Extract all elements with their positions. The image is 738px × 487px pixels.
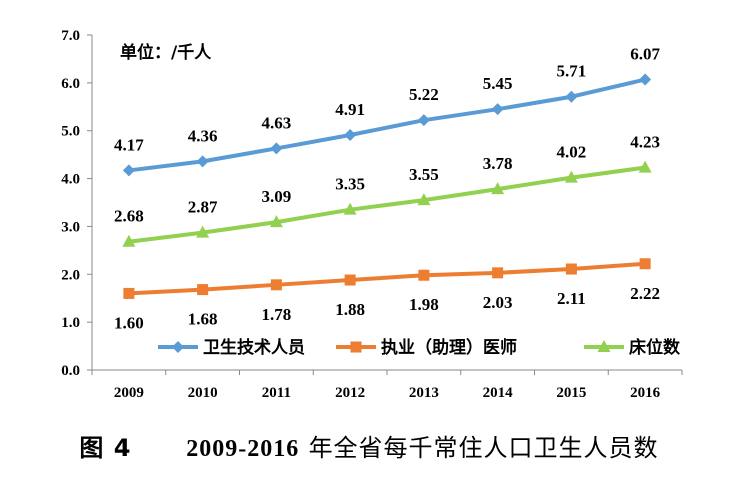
legend-item-0: 卫生技术人员: [158, 337, 305, 358]
x-tick-label: 2013: [409, 385, 439, 401]
data-point-marker: [639, 73, 652, 86]
x-tick-label: 2009: [114, 385, 144, 401]
series-line: [128, 77, 646, 173]
data-label: 2.68: [114, 207, 144, 226]
y-tick-label: 1.0: [61, 315, 80, 331]
series-1: 1.60 1.68 1.78 1.88 1.98 2.03 2.11 2.22: [114, 258, 660, 332]
y-axis-ticks: 0.0 1.0 2.0 3.0 4.0 5.0 6.0 7.0: [61, 28, 92, 379]
y-tick-label: 2.0: [61, 267, 80, 283]
data-label: 1.78: [262, 305, 292, 324]
series-line: [128, 165, 646, 244]
data-label: 2.22: [630, 284, 660, 303]
series-2: 2.68 2.87 3.09 3.35 3.55 3.78 4.02 4.23: [114, 133, 660, 247]
y-tick-label: 4.0: [61, 172, 80, 188]
unit-label: 单位：/千人: [120, 42, 212, 63]
y-tick-label: 3.0: [61, 219, 80, 235]
data-point-marker: [343, 202, 357, 215]
legend-swatch-marker: [597, 340, 611, 352]
y-tick-label: 0.0: [61, 363, 80, 379]
x-tick-label: 2011: [262, 385, 291, 401]
data-point-marker: [639, 258, 651, 270]
data-label: 4.17: [114, 135, 144, 154]
legend-swatch-marker: [350, 341, 362, 353]
data-point-marker: [565, 90, 578, 103]
legend-label: 卫生技术人员: [203, 337, 305, 358]
data-point-marker: [269, 215, 283, 228]
data-label: 2.03: [483, 293, 513, 312]
data-point-marker: [492, 267, 504, 279]
data-label: 1.88: [335, 300, 365, 319]
data-point-marker: [196, 155, 209, 168]
data-label: 1.98: [409, 295, 439, 314]
data-label: 5.45: [483, 74, 513, 93]
data-label: 4.63: [262, 113, 292, 132]
data-label: 4.02: [557, 143, 587, 162]
x-tick-label: 2010: [188, 385, 218, 401]
data-label: 2.11: [557, 289, 586, 308]
data-point-marker: [564, 170, 578, 183]
data-point-marker: [270, 142, 283, 155]
data-point-marker: [344, 274, 356, 286]
legend-item-1: 执业（助理）医师: [336, 337, 517, 358]
data-point-marker: [491, 182, 505, 195]
x-tick-label: 2016: [630, 385, 661, 401]
x-tick-label: 2015: [556, 385, 586, 401]
figure-caption: 图 4 2009-2016 年全省每千常住人口卫生人员数: [0, 428, 738, 463]
legend-label: 床位数: [629, 337, 681, 358]
data-label: 4.36: [188, 126, 218, 145]
y-tick-label: 5.0: [61, 124, 80, 140]
caption-text: 年全省每千常住人口卫生人员数: [308, 434, 659, 462]
data-label: 1.60: [114, 313, 144, 332]
y-tick-label: 6.0: [61, 76, 80, 92]
x-tick-label: 2012: [335, 385, 365, 401]
data-label: 5.22: [409, 85, 439, 104]
series-0: 4.17 4.36 4.63 4.91 5.22 5.45 5.71 6.07: [114, 45, 661, 177]
data-label: 3.78: [483, 154, 513, 173]
legend-swatch-marker: [172, 341, 184, 353]
chart-legend: 卫生技术人员 执业（助理）医师 床位数: [158, 337, 681, 358]
data-label: 3.55: [409, 165, 439, 184]
data-point-marker: [123, 287, 135, 299]
data-point-marker: [491, 103, 504, 116]
data-point-marker: [122, 164, 135, 177]
x-tick-label: 2014: [483, 385, 514, 401]
data-point-marker: [122, 234, 136, 247]
data-label: 6.07: [630, 45, 660, 64]
data-label: 5.71: [557, 62, 587, 81]
data-label: 4.91: [335, 100, 365, 119]
series-line: [128, 261, 646, 296]
data-label: 1.68: [188, 310, 218, 329]
data-point-marker: [270, 279, 282, 291]
data-label: 3.09: [262, 187, 292, 206]
data-point-marker: [417, 114, 430, 127]
legend-item-2: 床位数: [584, 337, 681, 358]
data-label: 2.87: [188, 198, 218, 217]
data-point-marker: [196, 225, 210, 238]
line-chart: 0.0 1.0 2.0 3.0 4.0 5.0 6.0 7.0 2009 2010 2011 201…: [61, 28, 683, 401]
caption-figure-number: 图 4: [79, 434, 132, 462]
y-tick-label: 7.0: [61, 28, 80, 44]
data-point-marker: [565, 263, 577, 275]
data-label: 3.35: [335, 175, 365, 194]
legend-label: 执业（助理）医师: [381, 337, 517, 358]
chart-axes: [91, 35, 682, 371]
chart-series: 4.17 4.36 4.63 4.91 5.22 5.45 5.71 6.07 1.60 1.68…: [114, 45, 661, 333]
data-point-marker: [638, 160, 652, 173]
data-point-marker: [418, 269, 430, 281]
data-point-marker: [417, 193, 431, 206]
x-axis-ticks: 2009 2010 2011 2012 2013 2014 2015 2016: [91, 370, 683, 401]
caption-years: 2009-2016: [186, 436, 300, 462]
data-point-marker: [344, 129, 357, 142]
data-point-marker: [197, 284, 209, 296]
data-label: 4.23: [630, 133, 660, 152]
